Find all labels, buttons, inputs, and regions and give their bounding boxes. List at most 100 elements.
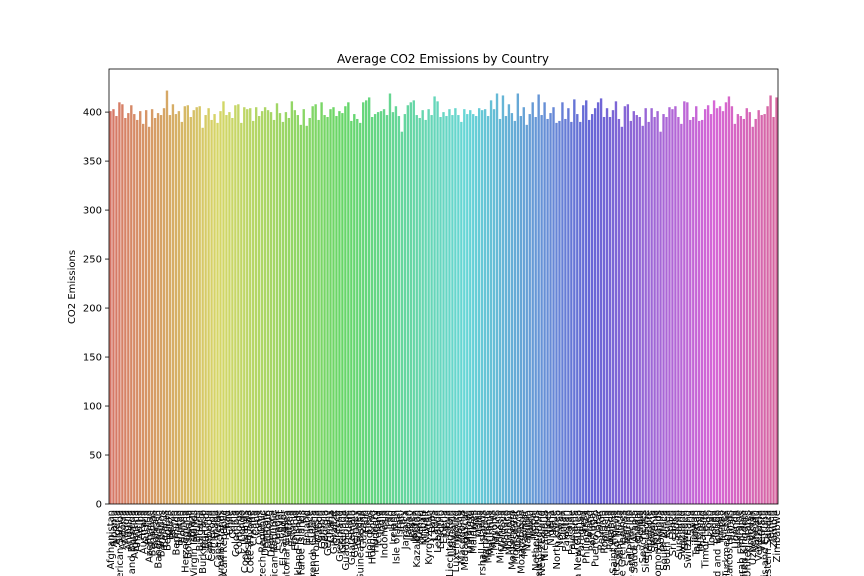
x-tick-label: Cyprus bbox=[255, 510, 266, 545]
y-tick-label: 0 bbox=[96, 500, 102, 511]
bar bbox=[531, 102, 534, 504]
x-tick-label: Swaziland bbox=[677, 510, 688, 560]
x-tick-label: Papua New Guinea bbox=[573, 510, 584, 576]
x-tick-label: Central African Republic bbox=[219, 510, 230, 576]
x-tick-label: Angola bbox=[121, 510, 132, 545]
x-tick-label: Turks and Caicos Islands bbox=[724, 510, 735, 576]
x-tick-label: Mozambique bbox=[516, 510, 527, 574]
x-tick-label: Trinidad and Tobago bbox=[713, 510, 724, 576]
bar bbox=[489, 100, 493, 504]
x-tick-label: Saint Vincent and the Grenadines bbox=[617, 510, 628, 576]
bar bbox=[427, 109, 430, 505]
x-tick-label: Isle of Man bbox=[391, 510, 402, 564]
bar bbox=[252, 120, 255, 505]
bar bbox=[721, 111, 725, 504]
x-tick-label: Hong Kong bbox=[368, 510, 379, 564]
bar bbox=[617, 118, 621, 504]
x-tick-label: New Zealand bbox=[537, 510, 548, 576]
bar bbox=[329, 109, 332, 505]
x-tick-label: Niue bbox=[549, 510, 560, 533]
x-tick-label: Martinique bbox=[481, 510, 492, 564]
bar bbox=[668, 107, 671, 504]
x-tick-label: Marshall Islands bbox=[478, 510, 489, 576]
x-tick-label: Somalia bbox=[656, 510, 667, 550]
x-tick-label: Vietnam bbox=[757, 510, 768, 552]
bar bbox=[579, 121, 582, 505]
x-tick-label: United States bbox=[742, 510, 753, 576]
x-tick-label: Ecuador bbox=[272, 509, 283, 551]
bar bbox=[477, 108, 481, 505]
bar bbox=[112, 109, 115, 505]
bar bbox=[674, 106, 677, 504]
bar bbox=[284, 112, 288, 505]
x-tick-label: Madagascar bbox=[460, 509, 471, 571]
x-tick-label: Myanmar bbox=[519, 509, 530, 557]
x-tick-label: Faroe Islands bbox=[296, 510, 307, 575]
x-tick-label: Micronesia bbox=[495, 510, 506, 564]
x-tick-label: Dominican Republic bbox=[270, 510, 281, 576]
x-tick-label: Mayotte bbox=[490, 510, 501, 551]
x-tick-label: Indonesia bbox=[380, 510, 391, 558]
x-tick-label: Lebanon bbox=[433, 510, 444, 553]
x-tick-label: Palau bbox=[564, 510, 575, 537]
bar bbox=[130, 105, 133, 504]
bar bbox=[370, 117, 374, 504]
x-tick-label: Senegal bbox=[632, 510, 643, 550]
x-tick-label: Egypt bbox=[275, 510, 286, 539]
x-tick-label: Brazil bbox=[186, 510, 197, 538]
x-tick-label: Mongolia bbox=[504, 510, 515, 555]
x-tick-label: Montserrat bbox=[510, 510, 521, 565]
bar bbox=[582, 105, 585, 504]
x-tick-label: Jamaica bbox=[400, 510, 411, 550]
bar bbox=[757, 110, 760, 504]
bar bbox=[296, 115, 299, 504]
x-tick-label: Western Sahara bbox=[763, 510, 774, 576]
bar bbox=[216, 122, 219, 504]
bar bbox=[237, 104, 240, 505]
bar bbox=[388, 93, 392, 505]
bar bbox=[632, 111, 635, 504]
bar bbox=[305, 125, 308, 504]
bar bbox=[442, 112, 445, 505]
bar bbox=[689, 119, 692, 504]
x-tick-label: Cayman Islands bbox=[216, 510, 227, 576]
x-tick-label: Comoros bbox=[234, 510, 245, 554]
bar bbox=[290, 101, 294, 504]
bar bbox=[742, 118, 745, 504]
x-tick-label: Bermuda bbox=[171, 510, 182, 556]
x-tick-label: Maldives bbox=[469, 510, 480, 554]
x-tick-label: Albania bbox=[109, 510, 120, 547]
bar bbox=[367, 97, 371, 504]
bar bbox=[186, 105, 189, 504]
bar bbox=[195, 107, 198, 504]
bar bbox=[555, 122, 558, 504]
x-tick-label: Costa Rica bbox=[243, 510, 254, 563]
bar bbox=[585, 100, 588, 504]
x-tick-label: Qatar bbox=[594, 509, 605, 538]
x-tick-label: Aruba bbox=[136, 510, 147, 540]
bar bbox=[133, 114, 136, 504]
bar bbox=[249, 108, 252, 505]
x-tick-label: Pakistan bbox=[561, 510, 572, 552]
x-tick-label: Greenland bbox=[335, 510, 346, 562]
x-tick-label: Italy bbox=[397, 510, 408, 532]
axes-frame bbox=[108, 68, 779, 505]
x-tick-label: Puerto Rico bbox=[591, 510, 602, 567]
x-tick-label: Colombia bbox=[231, 510, 242, 557]
x-tick-label: Zimbabwe bbox=[772, 510, 783, 563]
bar bbox=[269, 112, 273, 505]
x-tick-label: New Caledonia bbox=[534, 510, 545, 576]
x-tick-label: Cape Verde bbox=[213, 510, 224, 567]
bar bbox=[228, 112, 231, 505]
x-tick-label: Montenegro bbox=[507, 510, 518, 570]
bar bbox=[240, 122, 243, 504]
bar bbox=[680, 123, 683, 504]
x-tick-label: Switzerland bbox=[683, 510, 694, 568]
x-tick-label: American Samoa bbox=[115, 510, 126, 576]
x-tick-label: Kenya bbox=[415, 510, 426, 541]
x-tick-label: Finland bbox=[302, 510, 313, 546]
x-tick-label: Bhutan bbox=[174, 510, 185, 546]
bar bbox=[760, 115, 763, 504]
bar bbox=[189, 117, 192, 504]
x-tick-label: Belarus bbox=[160, 510, 171, 548]
